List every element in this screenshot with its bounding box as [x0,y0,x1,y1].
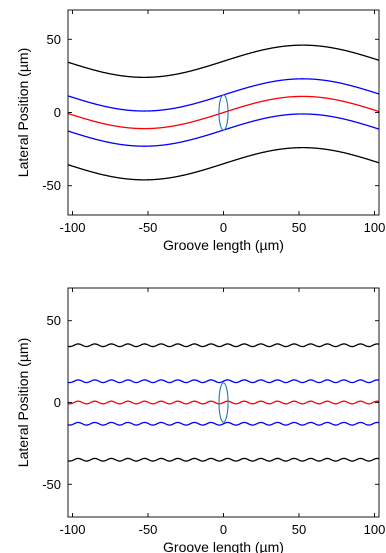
chart-panel-bottom: -100 -50 0 50 100 -50 0 50 Groove length (µm) Lat… [15,287,386,553]
x-tick-label: -50 [139,220,158,235]
y-tick-label: 0 [54,105,61,120]
x-axis-label: Groove length (µm) [163,237,284,253]
series-line-1 [67,379,380,384]
x-tick-label: 50 [292,522,306,537]
x-tick-label: 100 [364,522,386,537]
annotation-ellipse [218,94,229,131]
chart-panel-top: -100 -50 0 50 100 -50 0 50 Groove length (µm) Lat… [15,9,386,253]
y-tick-label: -50 [42,477,61,492]
series-line-4 [67,146,380,181]
x-tick-label: 0 [220,522,227,537]
annotation-ellipse [218,382,229,423]
series-line-0 [67,44,380,79]
series-line-3 [67,421,380,426]
series-line-0 [67,343,380,348]
series-line-2 [67,95,380,130]
y-axis-label: Lateral Position (µm) [15,48,31,177]
x-tick-label: -100 [60,522,86,537]
x-tick-label: 50 [292,220,306,235]
x-axis-label: Groove length (µm) [163,539,284,553]
series-line-4 [67,457,380,462]
x-tick-label: -50 [139,522,158,537]
x-tick-label: -100 [60,220,86,235]
x-tick-label: 100 [364,220,386,235]
y-tick-label: 0 [54,395,61,410]
series-line-2 [67,400,380,405]
y-tick-label: 50 [47,32,61,47]
y-tick-label: -50 [42,178,61,193]
y-tick-label: 50 [47,313,61,328]
y-axis-label: Lateral Position (µm) [15,338,31,467]
x-tick-label: 0 [220,220,227,235]
